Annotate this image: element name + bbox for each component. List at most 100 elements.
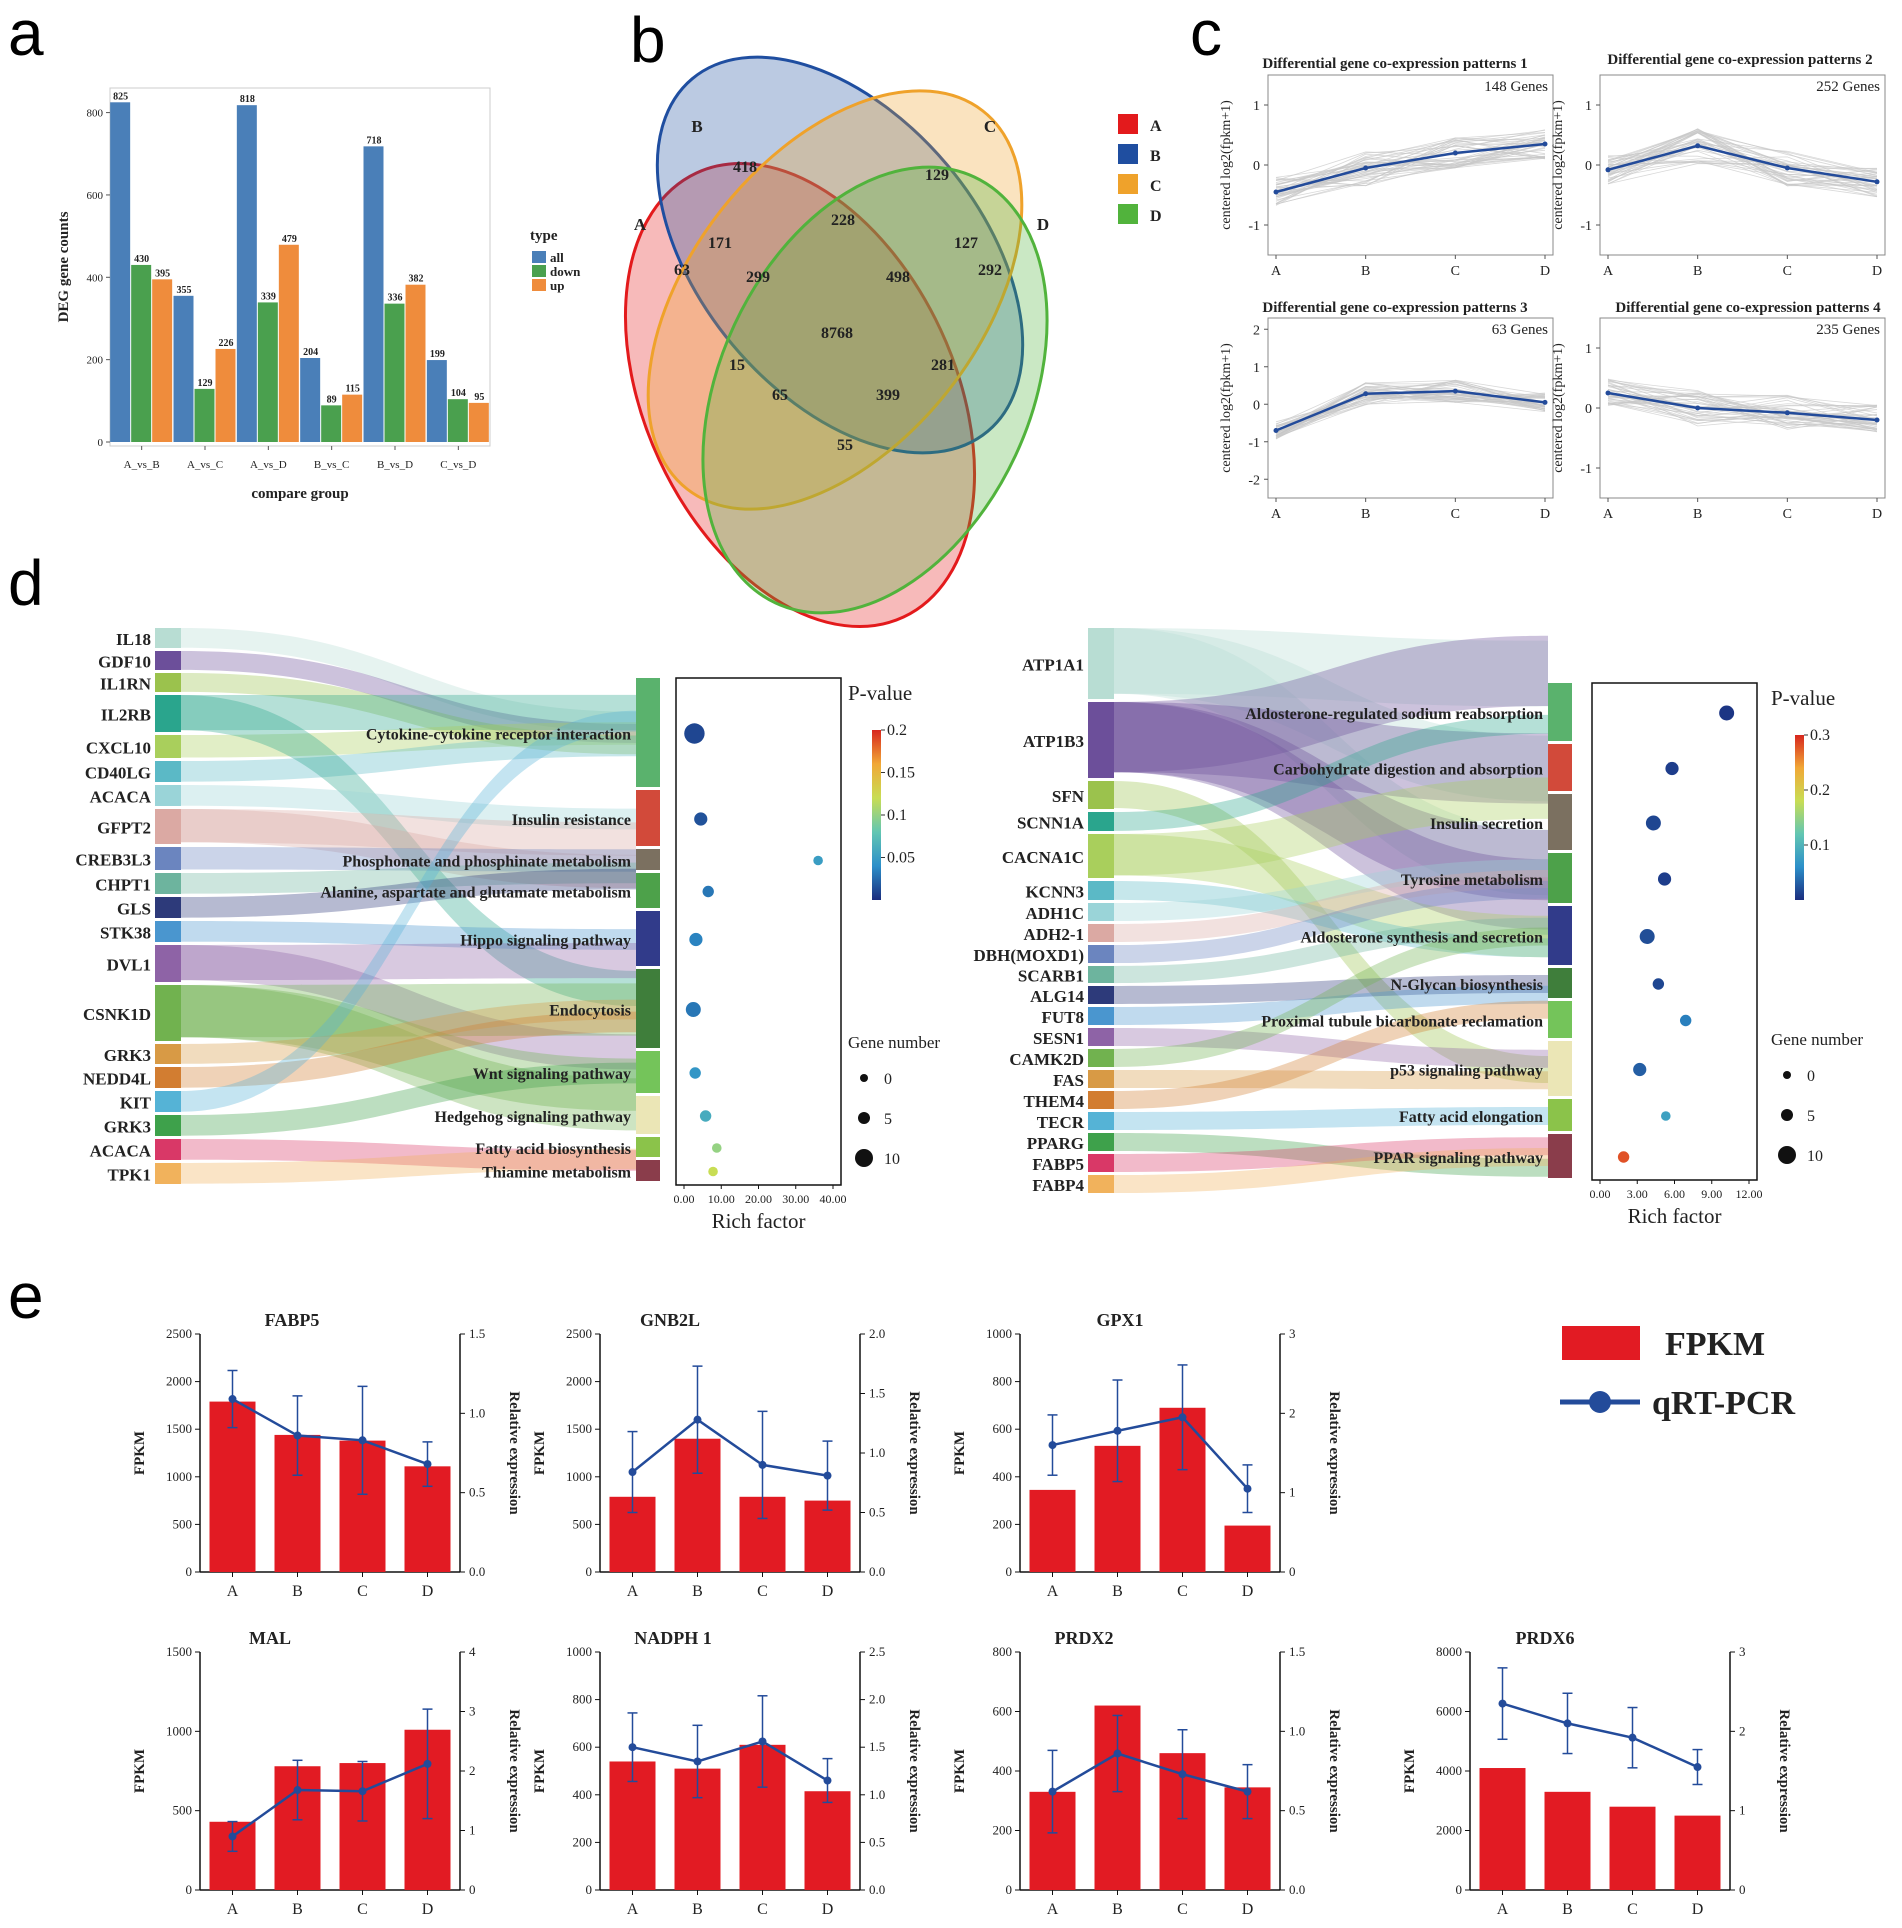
right-tick-label: 0.0: [1289, 1882, 1305, 1897]
bar-all-C_vs_D: [426, 360, 447, 442]
sankey-link: [181, 694, 636, 731]
qpcr-point: [228, 1832, 237, 1841]
qpcr-point: [1113, 1749, 1122, 1758]
pathway-label: Aldosterone synthesis and secretion: [1300, 930, 1543, 947]
x-tick-label: D: [422, 1583, 434, 1600]
bar-up-A_vs_B: [152, 279, 173, 442]
pattern-title: Differential gene co-expression patterns…: [1262, 56, 1527, 72]
size-legend-title: Gene number: [1771, 1030, 1863, 1049]
right-tick-label: 1.5: [869, 1386, 885, 1401]
bubble-point: [1679, 1014, 1692, 1027]
bubble-point: [708, 1166, 718, 1177]
pathway-node: [636, 969, 660, 1048]
right-tick-label: 0: [1739, 1882, 1746, 1897]
right-tick-label: 1.5: [469, 1326, 485, 1341]
left-tick-label: 2500: [166, 1326, 192, 1341]
bubble-frame: [675, 677, 842, 1186]
qpcr-point: [293, 1786, 302, 1795]
left-tick-label: 6000: [1436, 1704, 1462, 1719]
size-legend-label: 10: [884, 1151, 900, 1168]
legend-swatch-fpkm: [1562, 1326, 1640, 1360]
right-tick-label: 1.0: [869, 1445, 885, 1460]
venn-legend-swatch-B: [1118, 144, 1138, 164]
sankey-link: [1114, 927, 1548, 1067]
sankey-link: [181, 785, 636, 830]
size-legend-label: 5: [1807, 1108, 1815, 1125]
gene-profile-line: [1607, 143, 1878, 181]
y-tick-label: 0: [1585, 402, 1592, 417]
pathway-node: [1548, 683, 1572, 741]
fpkm-bar: [1544, 1791, 1591, 1890]
y-tick-label: 0: [1585, 159, 1592, 174]
right-tick-label: 0: [469, 1882, 476, 1897]
venn-count-AD: 55: [837, 437, 853, 454]
left-tick-label: 2500: [566, 1326, 592, 1341]
pattern-panel-1: Differential gene co-expression patterns…: [1219, 56, 1554, 279]
left-tick-label: 8000: [1436, 1644, 1462, 1659]
pathway-label: Hedgehog signaling pathway: [435, 1109, 631, 1126]
sankey-link: [181, 847, 636, 872]
x-tick-label: C: [357, 1901, 368, 1918]
right-tick-label: 4: [469, 1644, 476, 1659]
sankey-link: [181, 868, 636, 918]
right-axis-label: Relative expression: [506, 1709, 522, 1833]
bubble-point: [1661, 1111, 1671, 1121]
pathway-label: Wnt signaling pathway: [473, 1066, 631, 1083]
x-tick-label: A: [1271, 507, 1282, 522]
gene-profile-line: [1275, 396, 1546, 423]
left-tick-label: 2000: [166, 1374, 192, 1389]
qpcr-point: [1113, 1426, 1122, 1435]
panel-label-b: b: [630, 4, 666, 76]
bar-value-label: 818: [240, 94, 255, 105]
x-axis-label: Rich factor: [712, 1209, 806, 1233]
right-axis-label: Relative expression: [906, 1391, 922, 1515]
pathway-label: Insulin secretion: [1430, 816, 1543, 833]
sankey-link: [1114, 870, 1548, 942]
left-tick-label: 1000: [166, 1723, 192, 1738]
right-tick-label: 3: [469, 1704, 476, 1719]
qpcr-point: [1693, 1763, 1702, 1772]
gene-label: SCARB1: [1018, 967, 1084, 986]
qpcr-line: [231, 1397, 428, 1466]
left-tick-label: 500: [173, 1516, 193, 1531]
pathway-label: Cytokine-cytokine receptor interaction: [366, 727, 631, 744]
size-legend-label: 0: [1807, 1068, 1815, 1085]
gene-node: [155, 1163, 181, 1184]
mean-point: [1452, 388, 1458, 394]
right-tick-label: 0: [1289, 1564, 1296, 1579]
legend-swatch-all: [532, 251, 546, 263]
left-tick-label: 600: [993, 1704, 1013, 1719]
gene-label: KIT: [120, 1094, 152, 1113]
sankey-link: [181, 985, 636, 1131]
qpcr-point: [1628, 1733, 1637, 1742]
gene-profile-line: [1275, 383, 1546, 425]
legend-label: down: [550, 264, 581, 279]
bar-value-label: 825: [113, 91, 128, 102]
sankey-link: [181, 945, 636, 1070]
gene-node: [155, 785, 181, 806]
gene-label: ALG14: [1030, 987, 1084, 1006]
y-axis-label: centered log2(fpkm+1): [1551, 343, 1566, 473]
gene-label: CSNK1D: [83, 1005, 151, 1024]
sankey-link: [1114, 714, 1548, 831]
right-axis-label: Relative expression: [1326, 1709, 1342, 1833]
mean-point: [1542, 399, 1548, 405]
right-tick-label: 3: [1289, 1326, 1296, 1341]
gene-node: [1088, 903, 1114, 921]
size-legend-dot: [860, 1074, 868, 1082]
mean-point: [1273, 428, 1279, 433]
pattern-title: Differential gene co-expression patterns…: [1615, 300, 1881, 316]
y-tick-label: -1: [1580, 462, 1592, 477]
qpcr-point: [423, 1460, 432, 1469]
qpcr-legend: FPKM qRT-PCR: [1560, 1326, 1795, 1422]
left-tick-label: 0: [586, 1564, 593, 1579]
bar-value-label: 115: [345, 384, 359, 395]
fpkm-bar: [1674, 1815, 1721, 1890]
venn-legend-label-D: D: [1150, 208, 1162, 225]
colorbar-tick-label: 0.2: [887, 722, 907, 739]
left-tick-label: 600: [573, 1739, 593, 1754]
gene-node: [155, 809, 181, 844]
colorbar-tick-label: 0.1: [1810, 837, 1830, 854]
right-tick-label: 2: [1739, 1723, 1746, 1738]
